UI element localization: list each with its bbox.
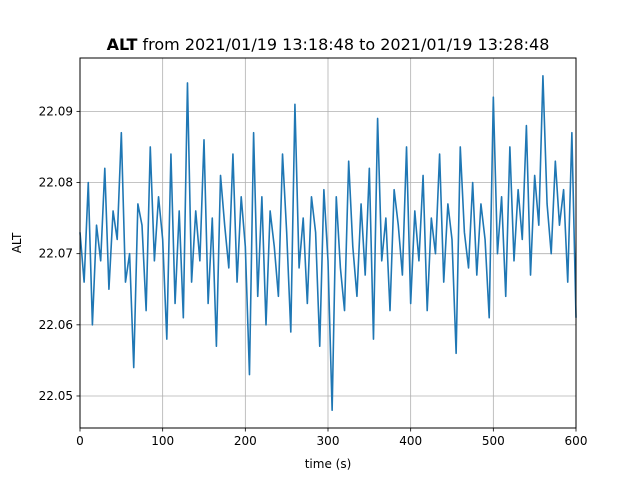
x-axis-label: time (s) [305, 457, 352, 471]
x-tick-label: 400 [399, 434, 422, 448]
x-tick-label: 0 [76, 434, 84, 448]
series-line [79, 74, 577, 412]
y-tick-label: 22.05 [39, 389, 73, 403]
chart-title-rest: from 2021/01/19 13:18:48 to 2021/01/19 1… [137, 35, 549, 54]
series-area [79, 74, 577, 412]
x-tick-label: 300 [317, 434, 340, 448]
x-tick-label: 100 [151, 434, 174, 448]
x-tick-label: 600 [565, 434, 588, 448]
chart-title-bold: ALT [107, 35, 138, 54]
y-axis-label: ALT [10, 232, 24, 253]
x-tick-label: 500 [482, 434, 505, 448]
y-tick-label: 22.09 [39, 104, 73, 118]
y-tick-label: 22.07 [39, 247, 73, 261]
x-axis: 0 100 200 300 400 500 600 [76, 428, 587, 448]
y-tick-label: 22.06 [39, 318, 73, 332]
chart-title: ALT from 2021/01/19 13:18:48 to 2021/01/… [107, 35, 550, 54]
y-axis: 22.05 22.06 22.07 22.08 22.09 [39, 104, 80, 403]
x-tick-label: 200 [234, 434, 257, 448]
y-tick-label: 22.08 [39, 176, 73, 190]
